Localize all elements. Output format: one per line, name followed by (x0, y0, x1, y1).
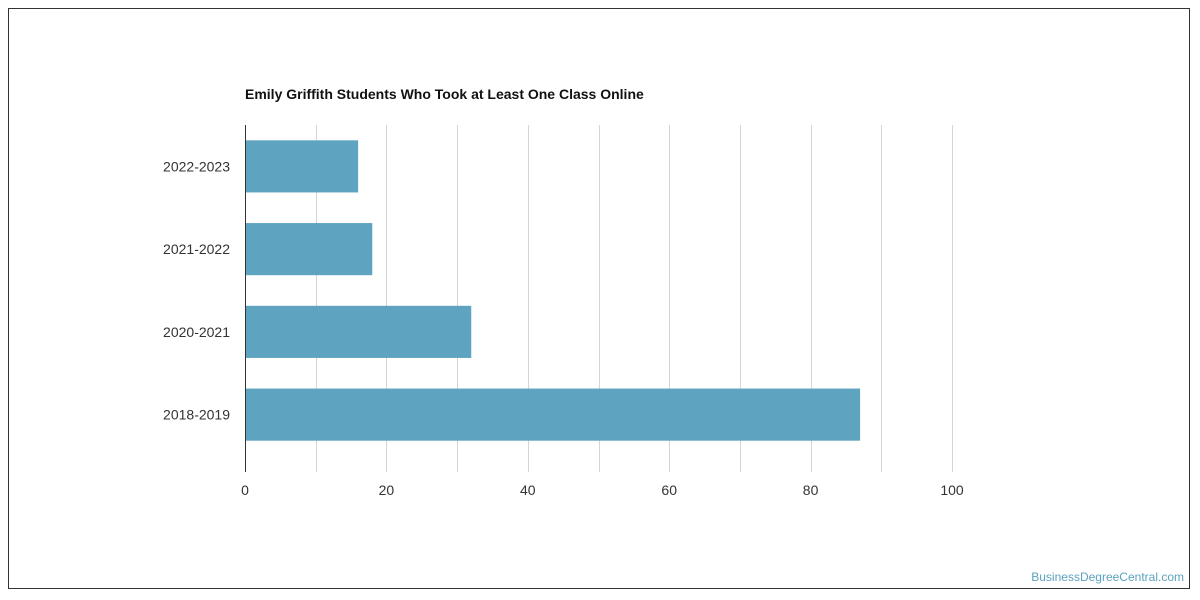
x-tick-label: 80 (803, 482, 819, 498)
bar-2021-2022[interactable] (246, 223, 373, 276)
chart-title: Emily Griffith Students Who Took at Leas… (245, 86, 644, 102)
bar-2022-2023[interactable] (246, 140, 359, 193)
bar-layer (246, 140, 861, 441)
category-label: 2021-2022 (163, 241, 230, 257)
x-tick-label: 60 (661, 482, 677, 498)
category-label: 2022-2023 (163, 158, 230, 174)
category-label: 2018-2019 (163, 407, 230, 423)
x-tick-label: 0 (241, 482, 249, 498)
x-tick-label: 40 (520, 482, 536, 498)
x-tick-label: 100 (940, 482, 964, 498)
x-tick-label: 20 (379, 482, 395, 498)
bar-2018-2019[interactable] (246, 388, 861, 441)
source-credit[interactable]: BusinessDegreeCentral.com (1031, 570, 1184, 584)
bar-2020-2021[interactable] (246, 305, 472, 358)
label-layer: 2022-2023 2021-2022 2020-2021 2018-2019 0 20 4… (163, 158, 964, 498)
category-label: 2020-2021 (163, 324, 230, 340)
